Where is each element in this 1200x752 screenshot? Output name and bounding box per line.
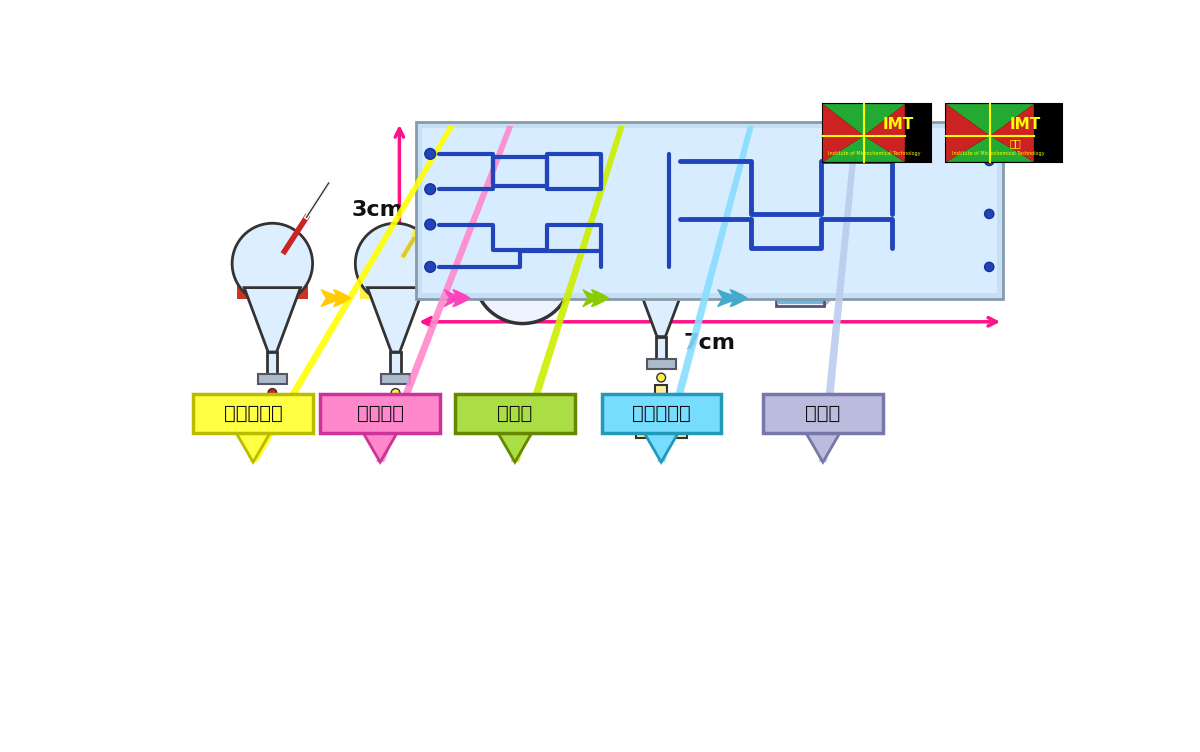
Polygon shape bbox=[634, 272, 689, 337]
Circle shape bbox=[355, 223, 436, 304]
Polygon shape bbox=[790, 223, 838, 292]
Bar bbox=[380, 374, 410, 384]
Circle shape bbox=[425, 262, 436, 272]
Polygon shape bbox=[601, 394, 721, 433]
Text: 洗淨、分離: 洗淨、分離 bbox=[632, 404, 690, 423]
Polygon shape bbox=[498, 433, 532, 462]
Polygon shape bbox=[824, 223, 838, 306]
Polygon shape bbox=[636, 399, 686, 432]
Bar bbox=[360, 274, 431, 299]
Circle shape bbox=[268, 389, 277, 397]
Text: 萏　取: 萏 取 bbox=[497, 404, 533, 423]
Polygon shape bbox=[778, 263, 822, 305]
Polygon shape bbox=[946, 136, 1034, 162]
Circle shape bbox=[391, 389, 400, 397]
Circle shape bbox=[984, 209, 994, 219]
Polygon shape bbox=[864, 104, 905, 162]
Polygon shape bbox=[818, 126, 859, 462]
Bar bbox=[655, 385, 667, 399]
Polygon shape bbox=[320, 394, 440, 433]
Polygon shape bbox=[763, 394, 882, 433]
Circle shape bbox=[425, 183, 436, 195]
Polygon shape bbox=[367, 287, 424, 352]
Polygon shape bbox=[248, 126, 455, 462]
Polygon shape bbox=[775, 237, 824, 306]
Text: 7cm: 7cm bbox=[684, 333, 736, 353]
Circle shape bbox=[984, 262, 994, 271]
Polygon shape bbox=[644, 433, 678, 462]
Circle shape bbox=[232, 223, 312, 304]
Text: 台灣: 台灣 bbox=[1009, 138, 1021, 148]
Circle shape bbox=[425, 219, 436, 230]
Text: 混和、反應: 混和、反應 bbox=[223, 404, 282, 423]
Polygon shape bbox=[364, 433, 397, 462]
Text: IMT: IMT bbox=[1009, 117, 1040, 132]
Circle shape bbox=[656, 373, 666, 382]
Bar bbox=[236, 277, 307, 299]
Polygon shape bbox=[511, 126, 625, 462]
Polygon shape bbox=[806, 433, 840, 462]
Bar bbox=[390, 352, 401, 374]
Polygon shape bbox=[990, 104, 1034, 162]
Polygon shape bbox=[823, 104, 905, 136]
Bar bbox=[647, 359, 676, 368]
Polygon shape bbox=[376, 126, 514, 462]
Bar bbox=[416, 122, 1003, 299]
Bar bbox=[625, 252, 697, 284]
Bar bbox=[946, 104, 1062, 162]
Circle shape bbox=[620, 208, 702, 288]
Circle shape bbox=[984, 156, 994, 165]
Polygon shape bbox=[946, 104, 990, 162]
Circle shape bbox=[863, 135, 865, 138]
Text: 兩相混合: 兩相混合 bbox=[356, 404, 403, 423]
Circle shape bbox=[989, 135, 991, 138]
Bar bbox=[422, 129, 997, 293]
Circle shape bbox=[474, 226, 571, 323]
Polygon shape bbox=[946, 104, 1034, 136]
Polygon shape bbox=[823, 136, 905, 162]
Bar bbox=[656, 337, 666, 359]
Bar bbox=[656, 205, 666, 230]
Text: 檢　測: 檢 測 bbox=[805, 404, 840, 423]
Polygon shape bbox=[236, 433, 270, 462]
Polygon shape bbox=[193, 394, 313, 433]
Polygon shape bbox=[823, 104, 864, 162]
Bar bbox=[636, 432, 686, 438]
Polygon shape bbox=[244, 287, 300, 352]
Polygon shape bbox=[658, 126, 754, 462]
Circle shape bbox=[494, 208, 517, 229]
Circle shape bbox=[425, 148, 436, 159]
Bar bbox=[500, 229, 511, 250]
Bar bbox=[268, 352, 277, 374]
Polygon shape bbox=[455, 394, 575, 433]
Bar bbox=[823, 104, 931, 162]
Text: Institute of Microchemical Technology: Institute of Microchemical Technology bbox=[952, 150, 1044, 156]
Text: Institute of Microchemical Technology: Institute of Microchemical Technology bbox=[828, 150, 920, 156]
Circle shape bbox=[649, 187, 673, 211]
Text: IMT: IMT bbox=[882, 117, 913, 132]
Bar bbox=[258, 374, 287, 384]
Text: 3cm: 3cm bbox=[352, 200, 403, 220]
